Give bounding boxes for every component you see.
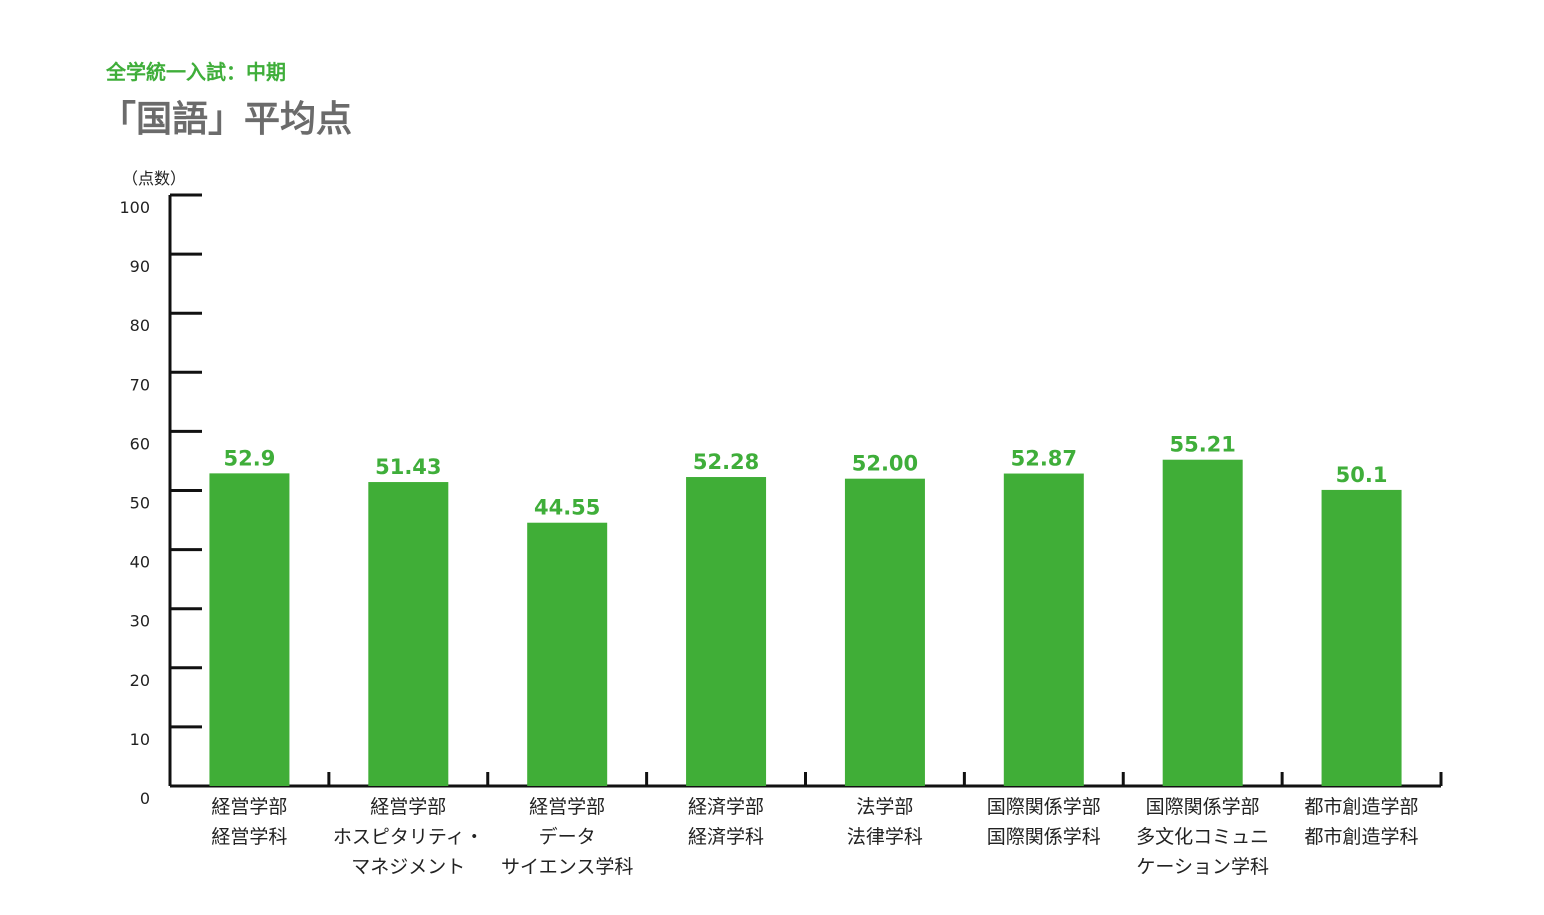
bar — [527, 522, 608, 786]
bars — [209, 459, 1402, 786]
category-label: 多文化コミュニ — [1136, 826, 1269, 848]
value-label: 50.1 — [1336, 463, 1388, 487]
category-label: ホスピタリティ・ — [333, 826, 484, 848]
category-label: 国際関係学科 — [987, 826, 1101, 848]
bar — [1003, 473, 1084, 786]
y-tick-label: 50 — [130, 494, 150, 513]
bar — [686, 477, 767, 786]
bar — [209, 473, 290, 786]
bar — [368, 482, 449, 786]
y-tick-label: 60 — [130, 434, 150, 453]
category-label: 都市創造学部 — [1305, 796, 1419, 818]
category-label: データ — [539, 826, 596, 848]
y-tick-label: 80 — [130, 316, 150, 335]
y-tick-label: 40 — [130, 553, 150, 572]
category-label: 国際関係学部 — [1146, 796, 1260, 818]
chart-title: 「国語」平均点 — [100, 99, 353, 140]
y-tick-label: 0 — [140, 789, 150, 808]
value-label: 52.9 — [224, 446, 276, 470]
category-label: 経営学部 — [370, 796, 446, 818]
value-label: 55.21 — [1169, 433, 1235, 457]
category-label: 都市創造学科 — [1305, 826, 1419, 848]
y-tick-label: 10 — [130, 730, 150, 749]
y-tick-label: 30 — [130, 612, 150, 631]
y-tick-label: 90 — [130, 257, 150, 276]
value-label: 51.43 — [375, 455, 441, 479]
category-label: マネジメント — [351, 856, 465, 878]
category-label: 経済学部 — [688, 796, 764, 818]
value-label: 52.87 — [1011, 447, 1077, 471]
category-label: 経営学科 — [211, 826, 287, 848]
category-label: 国際関係学部 — [987, 796, 1101, 818]
y-axis: 0 10 20 30 40 50 60 70 80 90 100 — [119, 193, 202, 808]
bar — [1162, 459, 1243, 786]
category-label: 法律学科 — [847, 826, 923, 848]
category-label: 法学部 — [856, 796, 913, 818]
category-labels: 経営学部経営学科経営学部ホスピタリティ・マネジメント経営学部データサイエンス学科… — [211, 796, 1418, 878]
y-axis-label: （点数） — [122, 169, 187, 188]
category-label: ケーション学科 — [1136, 856, 1269, 878]
value-label: 44.55 — [534, 496, 600, 520]
bar — [1321, 489, 1402, 786]
y-tick-label: 20 — [130, 671, 150, 690]
value-label: 52.00 — [852, 452, 918, 476]
x-axis — [170, 772, 1443, 788]
category-label: 経済学科 — [688, 826, 764, 848]
bar — [844, 478, 925, 786]
value-label: 52.28 — [693, 450, 759, 474]
y-tick-label: 100 — [119, 198, 150, 217]
category-label: サイエンス学科 — [501, 856, 633, 878]
chart-subtitle: 全学統一入試：中期 — [106, 60, 286, 84]
y-tick-label: 70 — [130, 375, 150, 394]
value-labels: 52.9 51.43 44.55 52.28 52.00 52.87 55.21 50.1 — [224, 433, 1388, 520]
category-label: 経営学部 — [211, 796, 287, 818]
category-label: 経営学部 — [529, 796, 605, 818]
